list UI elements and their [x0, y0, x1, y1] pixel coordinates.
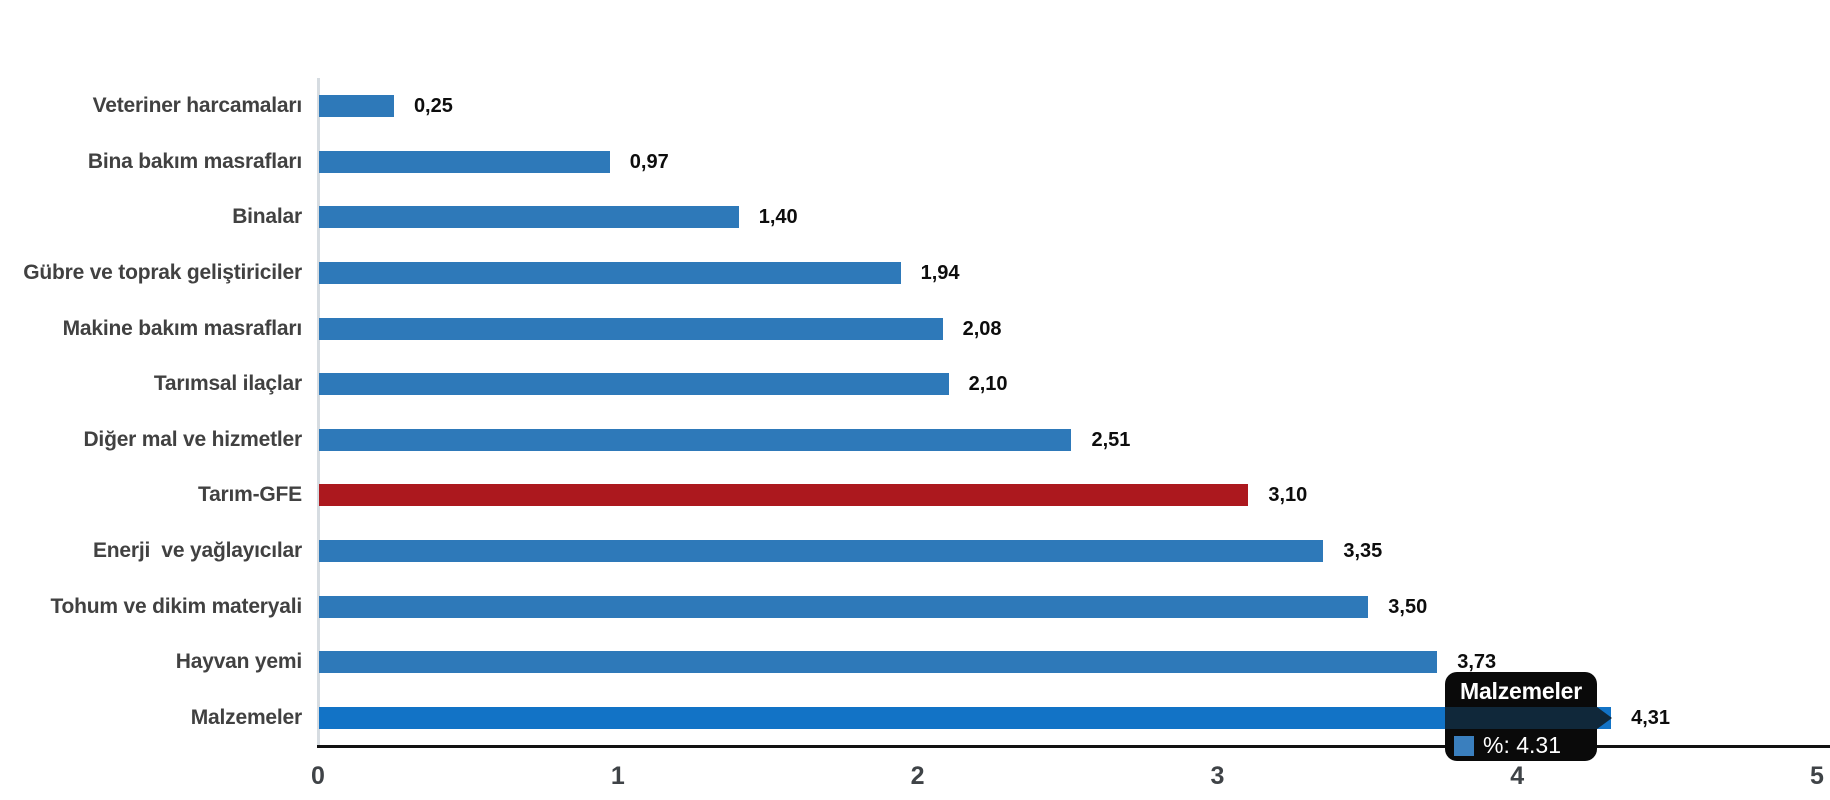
bar-row: Binalar 1,40	[0, 205, 1830, 229]
bar-row: Malzemeler 4,31	[0, 706, 1830, 730]
bar[interactable]	[319, 707, 1612, 730]
value-label: 1,40	[758, 206, 798, 229]
value-label: 2,51	[1091, 428, 1131, 451]
value-label: 2,08	[962, 317, 1002, 340]
bar[interactable]	[319, 95, 394, 117]
bar[interactable]	[319, 484, 1249, 507]
bar[interactable]	[319, 150, 610, 173]
x-tick-label: 2	[910, 762, 925, 790]
category-label: Veteriner harcamaları	[92, 94, 303, 117]
bar[interactable]	[319, 317, 943, 340]
series-swatch-icon	[1454, 735, 1474, 756]
category-label: Binalar	[232, 205, 302, 229]
x-axis-line	[317, 745, 1830, 748]
value-label: 3,35	[1343, 540, 1383, 563]
category-label: Malzemeler	[190, 706, 302, 730]
bar-row: Tarımsal ilaçlar 2,10	[0, 372, 1830, 396]
bar-row: Tohum ve dikim materyali 3,50	[0, 594, 1830, 618]
value-label: 2,10	[968, 373, 1008, 396]
bar-row: Veteriner harcamaları 0,25	[0, 95, 1830, 117]
x-tick-label: 4	[1510, 762, 1525, 790]
bar[interactable]	[319, 540, 1324, 563]
tooltip-value: %: 4.31	[1483, 732, 1561, 758]
value-label: 0,25	[413, 95, 453, 117]
bar[interactable]	[319, 373, 949, 396]
bar-row: Enerji ve yağlayıcılar 3,35	[0, 539, 1830, 563]
value-label: 3,73	[1457, 651, 1497, 674]
category-label: Enerji ve yağlayıcılar	[92, 539, 302, 563]
category-label: Makine bakım masrafları	[62, 316, 303, 340]
y-axis-baseline	[317, 78, 320, 745]
category-label: Tarım-GFE	[198, 483, 302, 507]
tooltip-pointer-arrow-icon	[1445, 707, 1612, 729]
bar-row: Hayvan yemi 3,73	[0, 650, 1830, 674]
bar-row: Gübre ve toprak geliştiriciler 1,94	[0, 260, 1830, 284]
tooltip-title: Malzemeler	[1459, 678, 1582, 704]
bar[interactable]	[319, 651, 1438, 674]
value-label: 0,97	[629, 150, 669, 173]
bar-row: Diğer mal ve hizmetler 2,51	[0, 427, 1830, 451]
bar-row: Tarım-GFE 3,10	[0, 483, 1830, 507]
x-tick-label: 5	[1810, 762, 1824, 790]
bar[interactable]	[319, 206, 739, 229]
tooltip-value-row: %: 4.31	[1445, 730, 1597, 761]
bar-row: Bina bakım masrafları 0,97	[0, 149, 1830, 173]
x-tick-label: 3	[1210, 762, 1225, 790]
value-label: 4,31	[1631, 707, 1671, 730]
bar[interactable]	[319, 428, 1072, 451]
bar-row: Makine bakım masrafları 2,08	[0, 316, 1830, 340]
value-label: 3,50	[1388, 595, 1428, 618]
value-label: 1,94	[920, 261, 960, 284]
x-tick-label: 0	[311, 762, 325, 790]
bar[interactable]	[319, 595, 1369, 618]
category-label: Tarımsal ilaçlar	[153, 372, 302, 396]
category-label: Diğer mal ve hizmetler	[83, 427, 302, 451]
category-label: Bina bakım masrafları	[87, 149, 302, 173]
bar[interactable]	[319, 261, 901, 284]
value-label: 3,10	[1268, 484, 1308, 507]
category-label: Hayvan yemi	[175, 650, 302, 674]
x-tick-label: 1	[610, 762, 625, 790]
category-label: Gübre ve toprak geliştiriciler	[23, 260, 302, 284]
category-label: Tohum ve dikim materyali	[50, 594, 302, 618]
